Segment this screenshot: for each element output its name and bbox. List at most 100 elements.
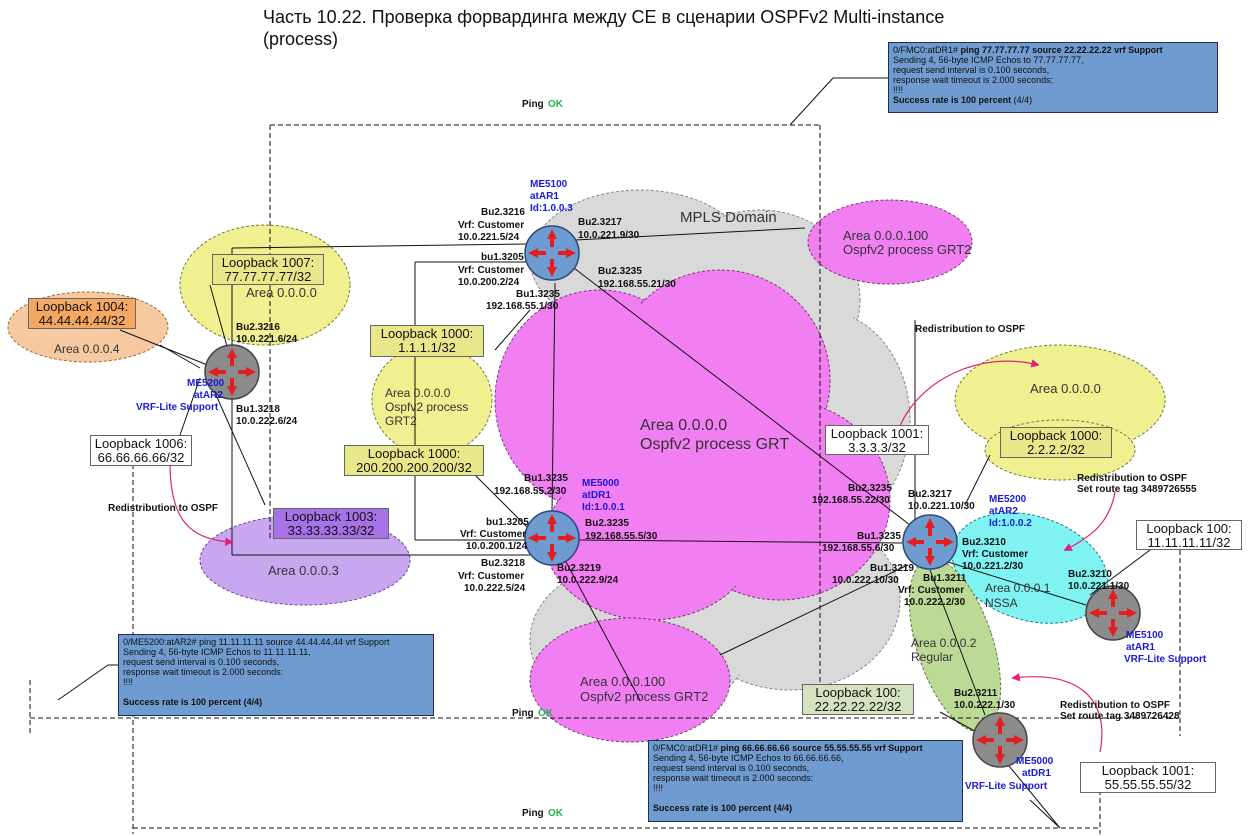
console-left-command: ping 11.11.11.11 source 44.44.44.44 vrf … bbox=[199, 637, 390, 647]
console-output-left: 0/ME5200:atAR2# ping 11.11.11.11 source … bbox=[118, 634, 434, 716]
diagram-title: Часть 10.22. Проверка форвардинга между … bbox=[263, 7, 945, 49]
svg-text:Bu1.3235: Bu1.3235 bbox=[857, 531, 901, 542]
area0-mid-area-label: Area 0.0.0.0 bbox=[385, 386, 451, 400]
svg-text:Ping: Ping bbox=[522, 99, 544, 110]
svg-text:atAR1: atAR1 bbox=[1126, 642, 1155, 653]
grt2-top-process-label: Ospfv2 process GRT2 bbox=[843, 242, 971, 257]
iface-ar2-bu23235: Bu2.3235 192.168.55.22/30 bbox=[812, 483, 892, 506]
iface-ce2-bu23211: Bu2.3211 10.0.222.1/30 bbox=[954, 688, 1016, 711]
svg-text:ME5200: ME5200 bbox=[989, 494, 1027, 505]
iface-ar1-bu23235: Bu2.3235 192.168.55.21/30 bbox=[598, 266, 676, 290]
svg-text:Vrf: Customer: Vrf: Customer bbox=[458, 220, 524, 231]
svg-text:Bu1.3235: Bu1.3235 bbox=[516, 289, 560, 300]
svg-text:Bu1.3218: Bu1.3218 bbox=[236, 404, 280, 415]
svg-text:10.0.200.1/24: 10.0.200.1/24 bbox=[466, 541, 528, 552]
svg-text:10.0.222.1/30: 10.0.222.1/30 bbox=[954, 700, 1016, 711]
svg-text:Bu2.3216: Bu2.3216 bbox=[236, 322, 280, 333]
label-ce-me5000: ME5000 atDR1 VRF-Lite Support bbox=[965, 756, 1054, 792]
callout-lines bbox=[57, 77, 1061, 829]
svg-text:ME5100: ME5100 bbox=[1126, 630, 1164, 641]
loopback-1007: Loopback 1007: 77.77.77.77/32 bbox=[212, 254, 324, 285]
loopback-1003: Loopback 1003: 33.33.33.33/32 bbox=[273, 508, 389, 539]
links bbox=[119, 227, 1151, 829]
svg-text:Bu2.3219: Bu2.3219 bbox=[557, 563, 601, 574]
loopback-1000-a: Loopback 1000: 1.1.1.1/32 bbox=[370, 325, 484, 357]
console-output-bottom: 0/FMC0:atDR1# ping 66.66.66.66 source 55… bbox=[648, 740, 963, 822]
iface-dr1-bu23235: Bu2.3235 192.168.55.5/30 bbox=[585, 518, 658, 542]
router-me5100-atar1[interactable] bbox=[524, 225, 580, 281]
svg-text:Bu1.3211: Bu1.3211 bbox=[923, 573, 967, 584]
iface-ar2-bu23210: Bu2.3210 Vrf: Customer 10.0.221.2/30 bbox=[962, 537, 1028, 572]
area3-label: Area 0.0.0.3 bbox=[268, 563, 339, 578]
svg-text:10.0.200.2/24: 10.0.200.2/24 bbox=[458, 277, 520, 288]
svg-text:192.168.55.6/30: 192.168.55.6/30 bbox=[822, 543, 895, 554]
loopback-1001-b: Loopback 1001: 55.55.55.55/32 bbox=[1080, 762, 1216, 793]
svg-text:Id:1.0.0.1: Id:1.0.0.1 bbox=[582, 502, 625, 513]
svg-text:192.168.55.21/30: 192.168.55.21/30 bbox=[598, 279, 676, 290]
svg-text:Bu2.3235: Bu2.3235 bbox=[585, 518, 629, 529]
router-me5000-atdr1[interactable] bbox=[524, 510, 580, 566]
area4-label: Area 0.0.0.4 bbox=[54, 342, 120, 356]
svg-text:10.0.222.2/30: 10.0.222.2/30 bbox=[904, 597, 966, 608]
svg-text:ME5100: ME5100 bbox=[530, 179, 568, 190]
svg-text:Bu2.3217: Bu2.3217 bbox=[578, 217, 622, 228]
svg-text:Ping: Ping bbox=[512, 708, 534, 719]
console-top-prompt: 0/FMC0:atDR1# bbox=[893, 45, 959, 55]
redistribution-note-left: Redistribution to OSPF bbox=[108, 503, 218, 514]
grt2-top-cloud bbox=[807, 199, 973, 285]
ping-ok-bottom: Ping OK bbox=[522, 808, 564, 819]
svg-text:OK: OK bbox=[538, 708, 554, 719]
iface-ce1-bu23210: Bu2.3210 10.0.221.1/30 bbox=[1068, 569, 1130, 592]
area1-type-label: NSSA bbox=[985, 596, 1018, 610]
iface-ar1-bu23216: Bu2.3216 Vrf: Customer 10.0.221.5/24 bbox=[458, 207, 525, 243]
grt2-bottom-process-label: Ospfv2 process GRT2 bbox=[580, 689, 708, 704]
router-ce-me5000-vrf[interactable] bbox=[972, 712, 1028, 768]
svg-text:Bu2.3210: Bu2.3210 bbox=[1068, 569, 1112, 580]
area0-mid-instance-label: GRT2 bbox=[385, 414, 417, 428]
svg-text:VRF-Lite Support: VRF-Lite Support bbox=[1124, 654, 1207, 665]
svg-text:Bu1.3235: Bu1.3235 bbox=[524, 473, 568, 484]
loopback-1004: Loopback 1004: 44.44.44.44/32 bbox=[28, 298, 136, 329]
label-me5100-atar1: ME5100 atAR1 Id:1.0.0.3 bbox=[530, 179, 573, 214]
iface-ar1-bu13235: Bu1.3235 192.168.55.1/30 bbox=[486, 289, 560, 312]
svg-text:10.0.222.6/24: 10.0.222.6/24 bbox=[236, 416, 298, 427]
svg-text:VRF-Lite Support: VRF-Lite Support bbox=[136, 402, 219, 413]
svg-text:Vrf: Customer: Vrf: Customer bbox=[460, 529, 526, 540]
iface-ar2-bu13211: Bu1.3211 Vrf: Customer 10.0.222.2/30 bbox=[898, 573, 967, 608]
svg-text:10.0.221.2/30: 10.0.221.2/30 bbox=[962, 561, 1024, 572]
svg-text:ME5000: ME5000 bbox=[582, 478, 620, 489]
loopback-1006: Loopback 1006: 66.66.66.66/32 bbox=[90, 435, 192, 466]
iface-ar2-bu13219: Bu1.3219 10.0.222.10/30 bbox=[832, 563, 914, 586]
console-bottom-prompt: 0/FMC0:atDR1# bbox=[653, 743, 719, 753]
console-output-top: 0/FMC0:atDR1# ping 77.77.77.77 source 22… bbox=[888, 42, 1218, 113]
console-left-prompt: 0/ME5200:atAR2# bbox=[123, 637, 197, 647]
svg-text:Bu2.3211: Bu2.3211 bbox=[954, 688, 998, 699]
svg-text:Id:1.0.0.2: Id:1.0.0.2 bbox=[989, 518, 1032, 529]
svg-text:Bu2.3217: Bu2.3217 bbox=[908, 489, 952, 500]
iface-ar2-bu23217: Bu2.3217 10.0.221.10/30 bbox=[908, 489, 975, 512]
iface-ce-bu13218: Bu1.3218 10.0.222.6/24 bbox=[236, 404, 298, 427]
mpls-domain-label: MPLS Domain bbox=[680, 209, 777, 226]
router-ce-me5100-vrf[interactable] bbox=[1085, 585, 1141, 641]
loopback-1001-a: Loopback 1001: 3.3.3.3/32 bbox=[825, 425, 929, 455]
svg-text:VRF-Lite Support: VRF-Lite Support bbox=[965, 781, 1048, 792]
redistribution-note-top: Redistribution to OSPF bbox=[915, 324, 1025, 335]
svg-text:Ping: Ping bbox=[522, 808, 544, 819]
svg-text:10.0.222.9/24: 10.0.222.9/24 bbox=[557, 575, 619, 586]
loopback-100-a: Loopback 100: 11.11.11.11/32 bbox=[1136, 520, 1242, 550]
svg-text:Bu1.3219: Bu1.3219 bbox=[870, 563, 914, 574]
area0-right-label: Area 0.0.0.0 bbox=[1030, 381, 1101, 396]
svg-text:10.0.221.9/30: 10.0.221.9/30 bbox=[578, 230, 640, 241]
console-top-command: ping 77.77.77.77 source 22.22.22.22 vrf … bbox=[960, 45, 1163, 55]
iface-dr1-bu13205: bu1.3205 Vrf: Customer 10.0.200.1/24 bbox=[460, 517, 529, 552]
router-ce-me5200-vrf[interactable] bbox=[204, 344, 260, 400]
svg-text:Vrf: Customer: Vrf: Customer bbox=[458, 571, 524, 582]
iface-ar2-bu13235: Bu1.3235 192.168.55.6/30 bbox=[822, 531, 901, 554]
router-me5200-atar2[interactable] bbox=[902, 514, 958, 570]
ping-ok-mid: Ping OK bbox=[512, 708, 554, 719]
svg-text:10.0.222.5/24: 10.0.222.5/24 bbox=[464, 583, 526, 594]
svg-text:atAR2: atAR2 bbox=[194, 390, 223, 401]
redistribution-note-bottom: Redistribution to OSPF Set route tag 348… bbox=[1060, 700, 1180, 722]
svg-text:Set route tag 3489726555: Set route tag 3489726555 bbox=[1077, 484, 1197, 495]
svg-text:Vrf: Customer: Vrf: Customer bbox=[898, 585, 964, 596]
